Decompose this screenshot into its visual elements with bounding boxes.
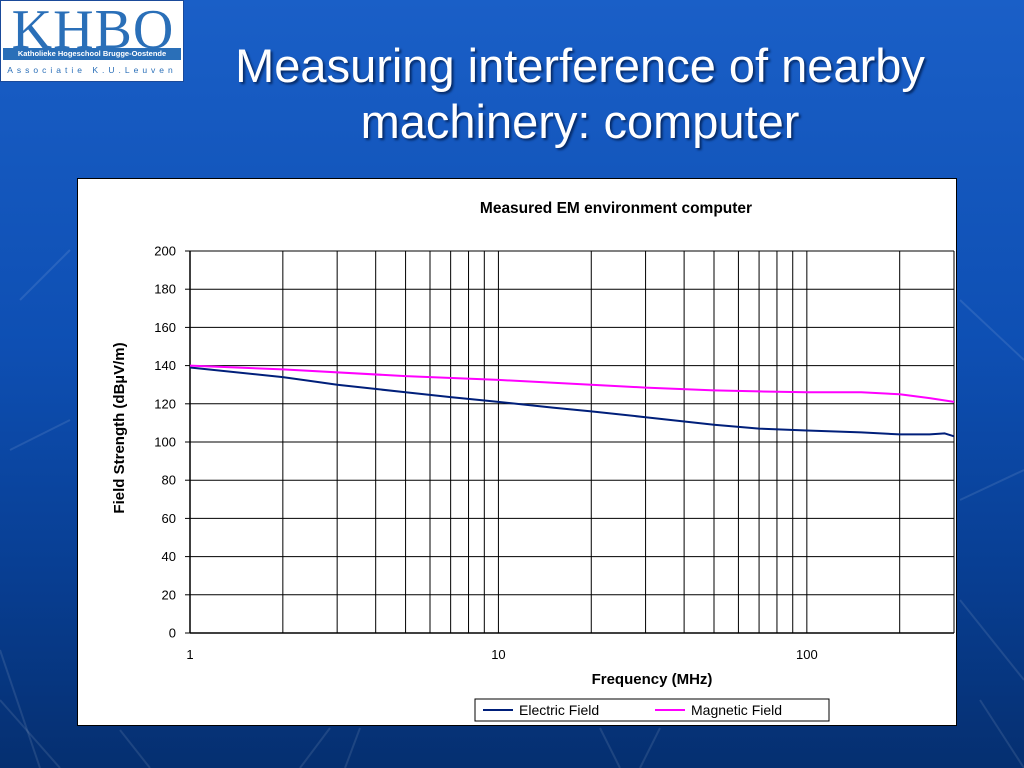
slide-title: Measuring interference of nearby machine… bbox=[190, 38, 970, 150]
legend-box bbox=[474, 698, 830, 722]
x-tick-labels: 1 10 100 bbox=[186, 647, 817, 662]
y-tick-label: 180 bbox=[154, 282, 176, 297]
logo-subtitle: Katholieke Hogeschool Brugge-Oostende bbox=[3, 48, 181, 60]
slide-title-line1: Measuring interference of nearby bbox=[235, 39, 925, 92]
y-tick-labels: 0 20 40 60 80 100 120 140 160 180 200 bbox=[154, 244, 190, 641]
y-tick-label: 160 bbox=[154, 320, 176, 335]
y-tick-label: 120 bbox=[154, 396, 176, 411]
y-tick-label: 60 bbox=[162, 511, 176, 526]
y-tick-label: 100 bbox=[154, 435, 176, 450]
series-line-electric-field bbox=[189, 366, 955, 438]
legend: Electric Field Magnetic Field bbox=[474, 698, 830, 722]
grid-lines bbox=[189, 250, 955, 634]
series-lines bbox=[189, 364, 955, 438]
logo-association: Associatie K.U.Leuven bbox=[7, 65, 177, 75]
legend-label: Electric Field bbox=[519, 702, 599, 718]
series-line-magnetic-field bbox=[189, 364, 955, 403]
slide-title-line2: machinery: computer bbox=[360, 95, 800, 148]
chart-title: Measured EM environment computer bbox=[480, 200, 752, 217]
y-tick-label: 80 bbox=[162, 473, 176, 488]
chart-container: Measured EM environment computer 0 20 40 60… bbox=[77, 178, 957, 726]
y-tick-label: 40 bbox=[162, 549, 176, 564]
x-tick-label: 10 bbox=[491, 647, 505, 662]
khbo-logo: KHBO Katholieke Hogeschool Brugge-Oosten… bbox=[0, 0, 184, 82]
y-tick-label: 0 bbox=[169, 626, 176, 641]
legend-label: Magnetic Field bbox=[691, 702, 782, 718]
x-tick-label: 100 bbox=[796, 647, 818, 662]
y-tick-label: 140 bbox=[154, 358, 176, 373]
line-chart: Measured EM environment computer 0 20 40 60… bbox=[111, 200, 955, 722]
y-axis-title: Field Strength (dBµV/m) bbox=[111, 342, 128, 513]
x-axis-title: Frequency (MHz) bbox=[592, 671, 713, 688]
y-tick-label: 200 bbox=[154, 244, 176, 259]
y-tick-label: 20 bbox=[162, 587, 176, 602]
x-tick-label: 1 bbox=[186, 647, 193, 662]
